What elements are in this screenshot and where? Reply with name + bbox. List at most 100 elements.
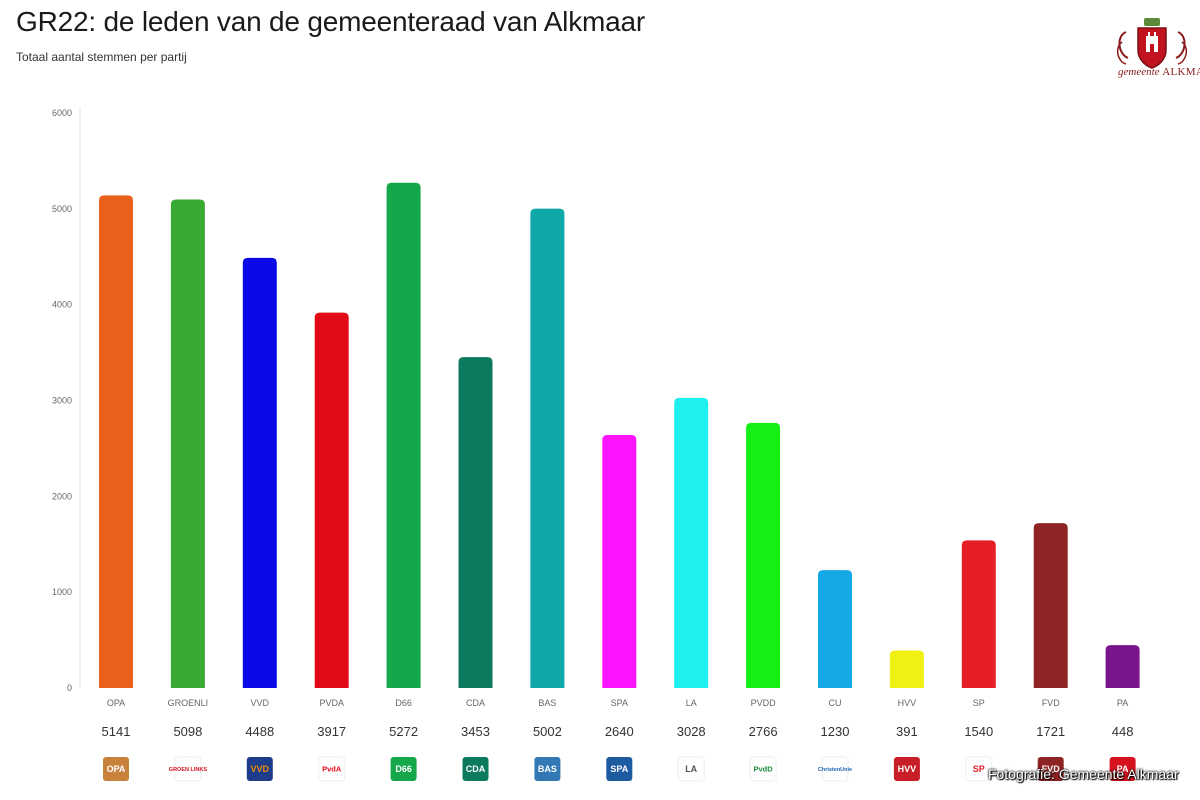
sp-logo-icon: SP — [965, 756, 993, 782]
logo-background — [246, 757, 273, 781]
pa-logo-icon: PA — [1109, 757, 1136, 781]
x-tick-label: LA — [686, 698, 697, 708]
logo-label: SPA — [610, 764, 628, 774]
logo-background — [1109, 757, 1136, 781]
bar-vvd — [242, 257, 277, 688]
bar-d66 — [386, 182, 421, 688]
x-tick-label: FVD — [1042, 698, 1061, 708]
x-tick-label: HVV — [898, 698, 917, 708]
logo-background — [318, 756, 346, 782]
bar-sp — [961, 540, 996, 688]
logo-background — [174, 756, 202, 782]
logo-background — [1037, 757, 1064, 781]
spa-logo-icon: SPA — [606, 757, 633, 781]
coat-of-arms-icon — [1116, 18, 1188, 69]
chart-title: GR22: de leden van de gemeenteraad van A… — [16, 6, 645, 37]
x-tick-label: PA — [1117, 698, 1128, 708]
x-tick-label: GROENLI — [168, 698, 209, 708]
y-tick-label: 6000 — [52, 108, 72, 118]
value-label: 3917 — [317, 724, 346, 739]
d66-logo-icon: D66 — [390, 757, 417, 781]
bar-groenli — [170, 199, 205, 689]
bar-fvd — [1033, 523, 1068, 688]
logo-label: SP — [973, 764, 985, 774]
pvdd-logo-icon: PvdD — [749, 756, 777, 782]
bar-spa — [602, 435, 637, 688]
x-tick-label: SP — [973, 698, 985, 708]
value-label: 5272 — [389, 724, 418, 739]
logo-background — [677, 756, 705, 782]
logo-label: FVD — [1042, 764, 1061, 774]
logo-label: OPA — [107, 764, 126, 774]
x-tick-label: SPA — [611, 698, 628, 708]
bar-pa — [1105, 645, 1140, 688]
y-tick-label: 1000 — [52, 587, 72, 597]
y-tick-label: 3000 — [52, 396, 72, 406]
logo-background — [103, 757, 129, 781]
value-label: 2640 — [605, 724, 634, 739]
x-tick-label: OPA — [107, 698, 125, 708]
value-label: 1230 — [821, 724, 850, 739]
value-label: 2766 — [749, 724, 778, 739]
pvda-logo-icon: PvdA — [318, 756, 346, 782]
y-tick-label: 4000 — [52, 300, 72, 310]
value-label: 5002 — [533, 724, 562, 739]
y-tick-label: 2000 — [52, 491, 72, 501]
logo-background — [749, 756, 777, 782]
opa-logo-icon: OPA — [103, 757, 129, 781]
logo-label: ChristenUnie — [818, 767, 852, 773]
cu-logo-icon: ChristenUnie — [818, 756, 852, 782]
logo-text: gemeente ALKMAAR — [1118, 66, 1200, 78]
groenlinks-logo-icon: GROEN LINKS — [169, 756, 208, 782]
bar-opa — [99, 195, 133, 688]
hvv-logo-icon: HVV — [893, 757, 920, 781]
y-tick-label: 0 — [67, 683, 72, 693]
value-label: 448 — [1112, 724, 1134, 739]
x-tick-label: D66 — [395, 698, 412, 708]
value-label: 1721 — [1036, 724, 1065, 739]
value-label: 1540 — [964, 724, 993, 739]
bar-pvda — [314, 312, 349, 688]
fvd-logo-icon: FVD — [1037, 757, 1064, 781]
x-tick-label: CDA — [466, 698, 485, 708]
logo-label: CDA — [466, 764, 486, 774]
bar-pvdd — [746, 422, 781, 688]
photo-credit: Fotografie: Gemeente Alkmaar — [988, 766, 1179, 782]
logo-label: BAS — [538, 764, 557, 774]
x-tick-label: BAS — [538, 698, 556, 708]
bar-cda — [458, 357, 493, 688]
la-logo-icon: LA — [677, 756, 705, 782]
cda-logo-icon: CDA — [462, 757, 489, 781]
value-label: 5141 — [102, 724, 131, 739]
bar-hvv — [889, 650, 924, 688]
bar-cu — [818, 570, 852, 688]
logo-label: HVV — [898, 764, 917, 774]
x-tick-label: PVDA — [319, 698, 344, 708]
bar-la — [674, 397, 709, 688]
logo-background — [821, 756, 849, 782]
logo-background — [965, 756, 993, 782]
value-label: 391 — [896, 724, 918, 739]
logo-label: PvdA — [322, 765, 342, 774]
value-label: 3028 — [677, 724, 706, 739]
logo-label: PA — [1117, 764, 1129, 774]
logo-label: PvdD — [754, 765, 774, 774]
logo-background — [893, 757, 920, 781]
logo-background — [462, 757, 489, 781]
logo-label: LA — [685, 764, 697, 774]
vvd-logo-icon: VVD — [246, 757, 273, 781]
logo-background — [390, 757, 417, 781]
value-label: 3453 — [461, 724, 490, 739]
bar-bas — [530, 208, 565, 688]
x-tick-label: CU — [829, 698, 842, 708]
y-tick-label: 5000 — [52, 204, 72, 214]
logo-label: D66 — [395, 764, 412, 774]
chart-subtitle: Totaal aantal stemmen per partij — [16, 50, 187, 64]
x-tick-label: VVD — [251, 698, 270, 708]
x-tick-label: PVDD — [751, 698, 777, 708]
value-label: 4488 — [245, 724, 274, 739]
logo-label: GROEN LINKS — [169, 767, 208, 773]
bas-logo-icon: BAS — [534, 757, 561, 781]
logo-background — [534, 757, 561, 781]
